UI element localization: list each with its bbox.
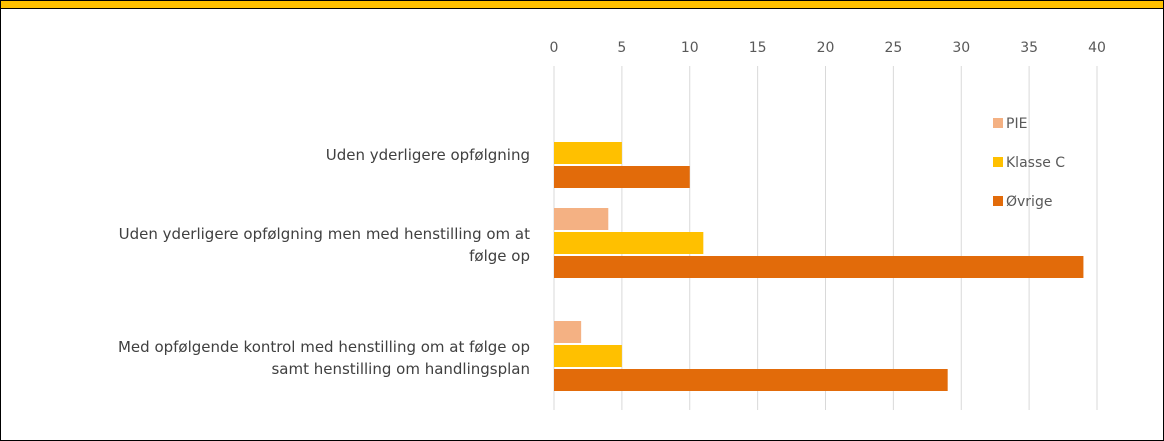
- x-tick-label: 0: [550, 40, 559, 56]
- legend-label: Klasse C: [1006, 155, 1065, 171]
- x-tick-label: 10: [681, 40, 699, 56]
- x-tick-label: 35: [1020, 40, 1038, 56]
- legend-swatch: [993, 196, 1003, 206]
- x-tick-label: 20: [817, 40, 835, 56]
- bar-pie: [554, 321, 582, 343]
- legend-swatch: [993, 118, 1003, 128]
- category-labels: Uden yderligere opfølgning Uden yderliger…: [118, 146, 530, 378]
- legend-swatch: [993, 157, 1003, 167]
- legend-label: PIE: [1006, 116, 1027, 132]
- bars: [554, 142, 1084, 391]
- x-tick-label: 40: [1088, 40, 1106, 56]
- x-axis-ticks: 0 5 10 15 20 25 30 35 40: [550, 40, 1106, 56]
- bar-klasse-c: [554, 142, 622, 164]
- bar-øvrige: [554, 369, 948, 391]
- bar-øvrige: [554, 256, 1084, 278]
- x-tick-label: 15: [749, 40, 767, 56]
- bar-pie: [554, 208, 609, 230]
- legend-label: Øvrige: [1006, 194, 1052, 210]
- bar-øvrige: [554, 166, 690, 188]
- x-tick-label: 5: [617, 40, 626, 56]
- x-tick-label: 30: [952, 40, 970, 56]
- bar-klasse-c: [554, 232, 704, 254]
- category-label: Med opfølgende kontrol med henstilling o…: [118, 338, 530, 378]
- bar-klasse-c: [554, 345, 622, 367]
- header-band: [1, 1, 1163, 9]
- legend: PIE Klasse C Øvrige: [993, 116, 1065, 210]
- x-tick-label: 25: [884, 40, 902, 56]
- category-label: Uden yderligere opfølgning: [326, 146, 530, 164]
- category-label: Uden yderligere opfølgning men med henst…: [119, 225, 530, 265]
